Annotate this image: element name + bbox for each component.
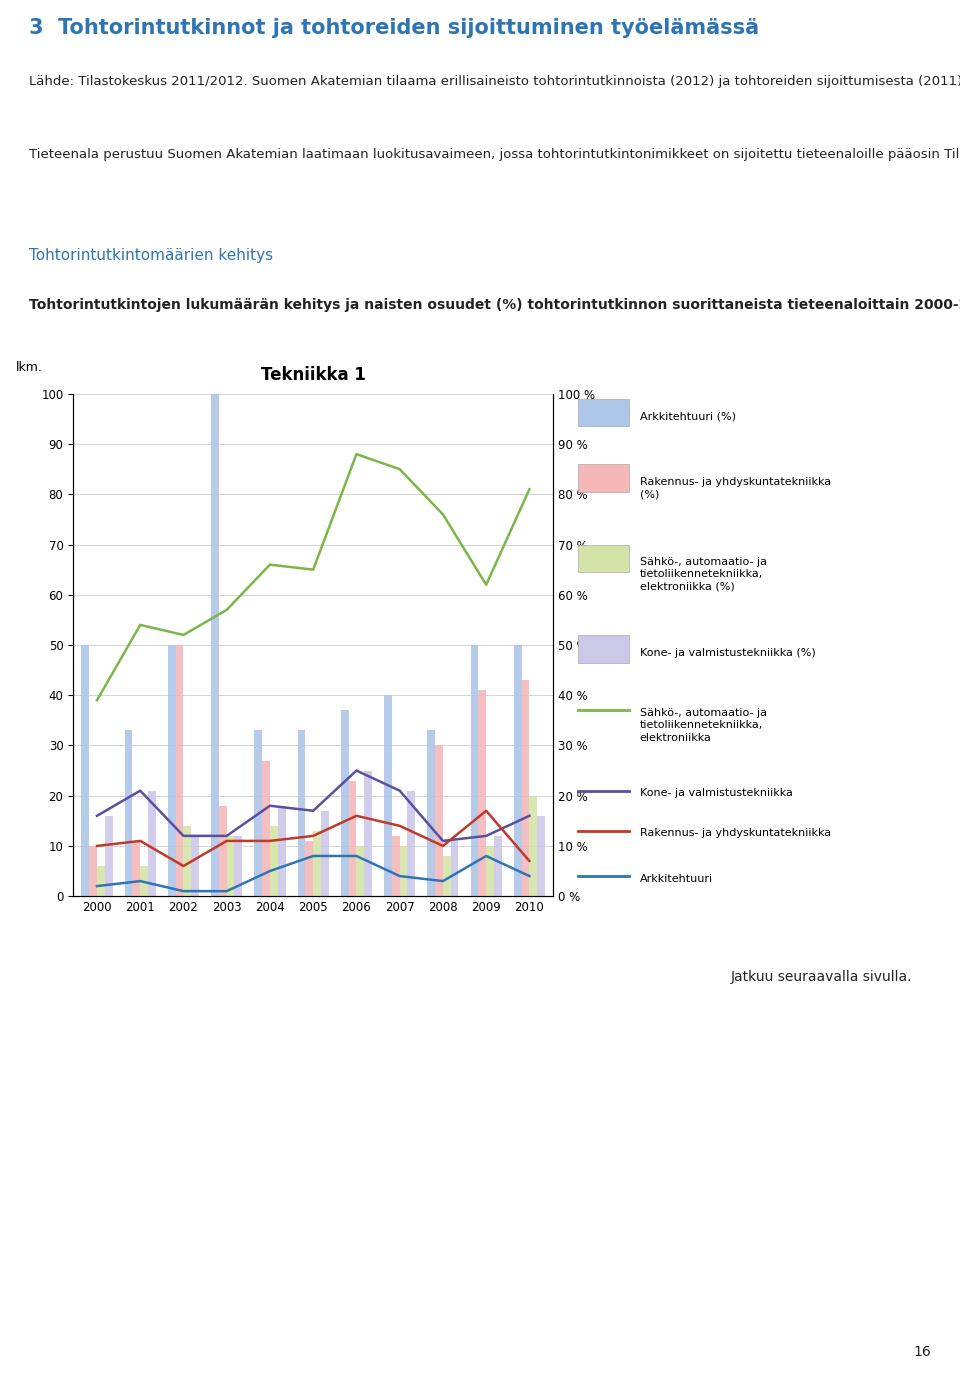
- Bar: [399, 846, 407, 897]
- Bar: [364, 771, 372, 897]
- Text: Rakennus- ja yhdyskuntatekniikka: Rakennus- ja yhdyskuntatekniikka: [639, 829, 831, 839]
- Bar: [168, 645, 176, 897]
- Bar: [313, 830, 321, 897]
- Bar: [105, 815, 112, 897]
- Text: Tieteenala perustuu Suomen Akatemian laatimaan luokitusavaimeen, jossa tohtorint: Tieteenala perustuu Suomen Akatemian laa…: [29, 148, 960, 161]
- Text: Kone- ja valmistustekniikka: Kone- ja valmistustekniikka: [639, 787, 793, 799]
- Bar: [578, 399, 630, 426]
- Bar: [348, 781, 356, 897]
- Bar: [356, 846, 364, 897]
- Text: 3  Tohtorintutkinnot ja tohtoreiden sijoittuminen työelämässä: 3 Tohtorintutkinnot ja tohtoreiden sijoi…: [29, 18, 759, 37]
- Text: 16: 16: [914, 1345, 931, 1359]
- Bar: [321, 811, 328, 897]
- Text: lkm.: lkm.: [15, 361, 42, 374]
- Bar: [392, 836, 399, 897]
- Bar: [254, 731, 262, 897]
- Text: Sähkö-, automaatio- ja
tietoliikennetekniikka,
elektroniikka: Sähkö-, automaatio- ja tietoliikennetekn…: [639, 707, 767, 743]
- Bar: [97, 866, 105, 897]
- Text: Rakennus- ja yhdyskuntatekniikka
(%): Rakennus- ja yhdyskuntatekniikka (%): [639, 476, 831, 500]
- Bar: [443, 855, 450, 897]
- Bar: [529, 796, 538, 897]
- Bar: [262, 761, 270, 897]
- Bar: [298, 731, 305, 897]
- Bar: [183, 826, 191, 897]
- Text: Arkkitehtuuri: Arkkitehtuuri: [639, 873, 713, 883]
- Text: Tohtorintutkintomäärien kehitys: Tohtorintutkintomäärien kehitys: [29, 248, 273, 263]
- Bar: [384, 695, 392, 897]
- Bar: [219, 805, 227, 897]
- Bar: [82, 645, 89, 897]
- Bar: [176, 645, 183, 897]
- Bar: [125, 731, 132, 897]
- Text: Arkkitehtuuri (%): Arkkitehtuuri (%): [639, 411, 735, 421]
- Bar: [538, 815, 545, 897]
- Bar: [211, 394, 219, 897]
- Bar: [486, 846, 494, 897]
- Text: Lähde: Tilastokeskus 2011/2012. Suomen Akatemian tilaama erillisaineisto tohtori: Lähde: Tilastokeskus 2011/2012. Suomen A…: [29, 75, 960, 89]
- Bar: [494, 836, 502, 897]
- Bar: [427, 731, 435, 897]
- Bar: [305, 841, 313, 897]
- Bar: [578, 544, 630, 572]
- Text: Jatkuu seuraavalla sivulla.: Jatkuu seuraavalla sivulla.: [731, 970, 912, 984]
- Bar: [514, 645, 521, 897]
- Bar: [191, 836, 199, 897]
- Bar: [435, 746, 443, 897]
- Bar: [407, 790, 416, 897]
- Bar: [227, 836, 234, 897]
- Bar: [341, 710, 348, 897]
- Bar: [470, 645, 478, 897]
- Bar: [132, 841, 140, 897]
- Bar: [270, 826, 277, 897]
- Title: Tekniikka 1: Tekniikka 1: [261, 365, 366, 383]
- Text: Sähkö-, automaatio- ja
tietoliikennetekniikka,
elektroniikka (%): Sähkö-, automaatio- ja tietoliikennetekn…: [639, 558, 767, 592]
- Bar: [234, 836, 242, 897]
- Bar: [140, 866, 148, 897]
- Bar: [277, 805, 285, 897]
- Bar: [450, 841, 459, 897]
- Bar: [521, 680, 529, 897]
- Text: Tohtorintutkintojen lukumäärän kehitys ja naisten osuudet (%) tohtorintutkinnon : Tohtorintutkintojen lukumäärän kehitys j…: [29, 298, 960, 311]
- Bar: [578, 464, 630, 491]
- Bar: [148, 790, 156, 897]
- Bar: [578, 635, 630, 663]
- Bar: [478, 691, 486, 897]
- Bar: [89, 846, 97, 897]
- Text: Kone- ja valmistustekniikka (%): Kone- ja valmistustekniikka (%): [639, 648, 816, 657]
